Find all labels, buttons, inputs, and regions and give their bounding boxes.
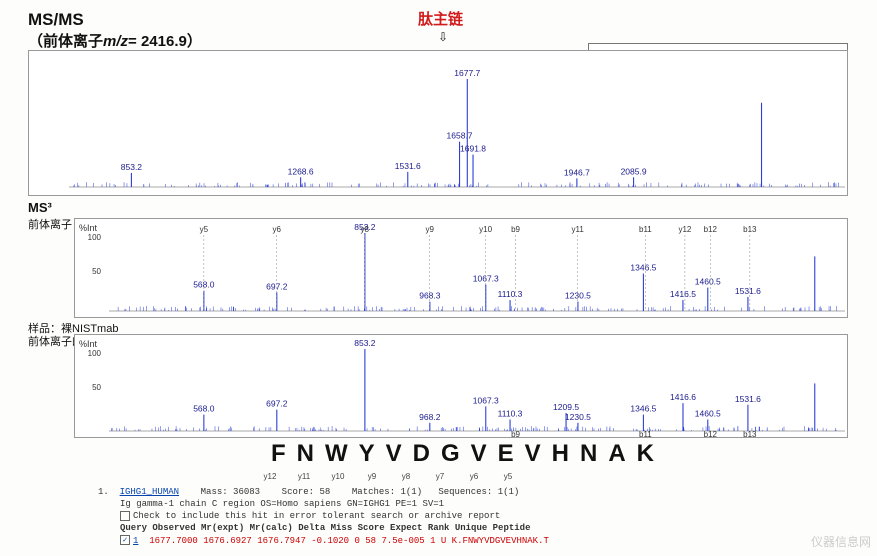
svg-text:y5: y5: [200, 225, 209, 234]
svg-text:1416.5: 1416.5: [670, 289, 696, 299]
svg-text:y9: y9: [425, 225, 434, 234]
svg-text:1110.3: 1110.3: [498, 409, 523, 419]
svg-text:y12: y12: [678, 225, 691, 234]
title-block: MS/MS （前体离子m/z= 2416.9）: [28, 10, 202, 51]
msms-spectrum: 853.2 1268.6 1531.6 1658.7 1677.7 1691.8 1946.…: [28, 50, 848, 196]
ytick: 100: [77, 233, 101, 242]
svg-text:2085.9: 2085.9: [621, 166, 647, 176]
svg-text:b13: b13: [743, 430, 757, 439]
svg-text:853.2: 853.2: [121, 162, 143, 172]
svg-text:1460.5: 1460.5: [695, 277, 721, 287]
sequence-letters: FNWYVDGVEVHNAK: [271, 440, 665, 468]
svg-text:1677.7: 1677.7: [454, 68, 480, 78]
svg-text:568.0: 568.0: [193, 404, 215, 414]
svg-text:1460.5: 1460.5: [695, 409, 721, 419]
peptide-sequence: FNWYVDGVEVHNAK: [208, 440, 728, 468]
svg-text:1110.3: 1110.3: [498, 289, 523, 299]
svg-text:697.2: 697.2: [266, 281, 288, 291]
watermark: 仪器信息网: [811, 533, 871, 550]
query-checkbox[interactable]: ✓: [120, 535, 130, 545]
svg-text:1346.5: 1346.5: [630, 404, 656, 414]
result-note: Check to include this hit in error toler…: [98, 510, 549, 522]
svg-text:1346.5: 1346.5: [630, 263, 656, 273]
svg-text:1230.5: 1230.5: [565, 291, 591, 301]
svg-text:1268.6: 1268.6: [288, 166, 314, 176]
ms3-spectrum: %Int 100 50 568.0697.2853.2968.31067.311…: [74, 218, 848, 318]
down-arrow-icon: ⇩: [438, 30, 448, 44]
svg-text:1658.7: 1658.7: [447, 131, 473, 141]
svg-text:968.2: 968.2: [419, 412, 441, 422]
backbone-label: 肽主链: [418, 8, 463, 29]
protein-link[interactable]: IGHG1_HUMAN: [120, 487, 179, 497]
svg-text:b9: b9: [511, 225, 520, 234]
svg-text:697.2: 697.2: [266, 399, 288, 409]
svg-text:853.2: 853.2: [354, 338, 376, 348]
y-ion-labels: y12y11y10y9y8y7y6y5: [253, 472, 525, 481]
svg-text:b11: b11: [639, 430, 652, 439]
ytick: 50: [77, 383, 101, 392]
title-sub: （前体离子m/z= 2416.9）: [28, 30, 202, 51]
svg-text:b11: b11: [639, 225, 652, 234]
include-checkbox[interactable]: [120, 511, 130, 521]
result-row: ✓1 1677.7000 1676.6927 1676.7947 -0.1020…: [98, 535, 549, 547]
result-header: Query Observed Mr(expt) Mr(calc) Delta M…: [98, 522, 549, 534]
svg-text:1209.5: 1209.5: [553, 402, 579, 412]
ms3-title: MS³: [28, 200, 52, 215]
result-desc: Ig gamma-1 chain C region OS=Homo sapien…: [98, 498, 549, 510]
ytick: 100: [77, 349, 101, 358]
svg-text:y11: y11: [571, 225, 584, 234]
svg-text:y6: y6: [272, 225, 281, 234]
sample-spectrum: %Int 100 50 568.0 697.2 853.2 968.2 1067.3 11…: [74, 334, 848, 438]
svg-text:b12: b12: [704, 430, 718, 439]
svg-text:968.3: 968.3: [419, 291, 441, 301]
y-axis-label: %Int: [79, 339, 97, 349]
svg-text:1946.7: 1946.7: [564, 167, 590, 177]
y-axis-label: %Int: [79, 223, 97, 233]
search-result: 1. IGHG1_HUMAN Mass: 36083 Score: 58 Mat…: [98, 486, 549, 547]
svg-text:1531.6: 1531.6: [735, 286, 761, 296]
svg-text:b9: b9: [511, 430, 520, 439]
svg-text:1531.6: 1531.6: [395, 161, 421, 171]
svg-text:b12: b12: [704, 225, 718, 234]
svg-text:1531.6: 1531.6: [735, 394, 761, 404]
svg-text:1416.6: 1416.6: [670, 392, 696, 402]
title-main: MS/MS: [28, 10, 202, 30]
ytick: 50: [77, 267, 101, 276]
svg-text:1067.3: 1067.3: [473, 395, 499, 405]
svg-text:y8: y8: [361, 225, 370, 234]
svg-text:1230.5: 1230.5: [565, 412, 591, 422]
figure-container: MS/MS （前体离子m/z= 2416.9） 肽主链 ⇩ − 853.2126…: [28, 8, 848, 548]
result-line1: 1. IGHG1_HUMAN Mass: 36083 Score: 58 Mat…: [98, 486, 549, 498]
svg-text:y10: y10: [479, 225, 492, 234]
svg-text:1067.3: 1067.3: [473, 273, 499, 283]
svg-text:1691.8: 1691.8: [460, 144, 486, 154]
svg-text:b13: b13: [743, 225, 757, 234]
